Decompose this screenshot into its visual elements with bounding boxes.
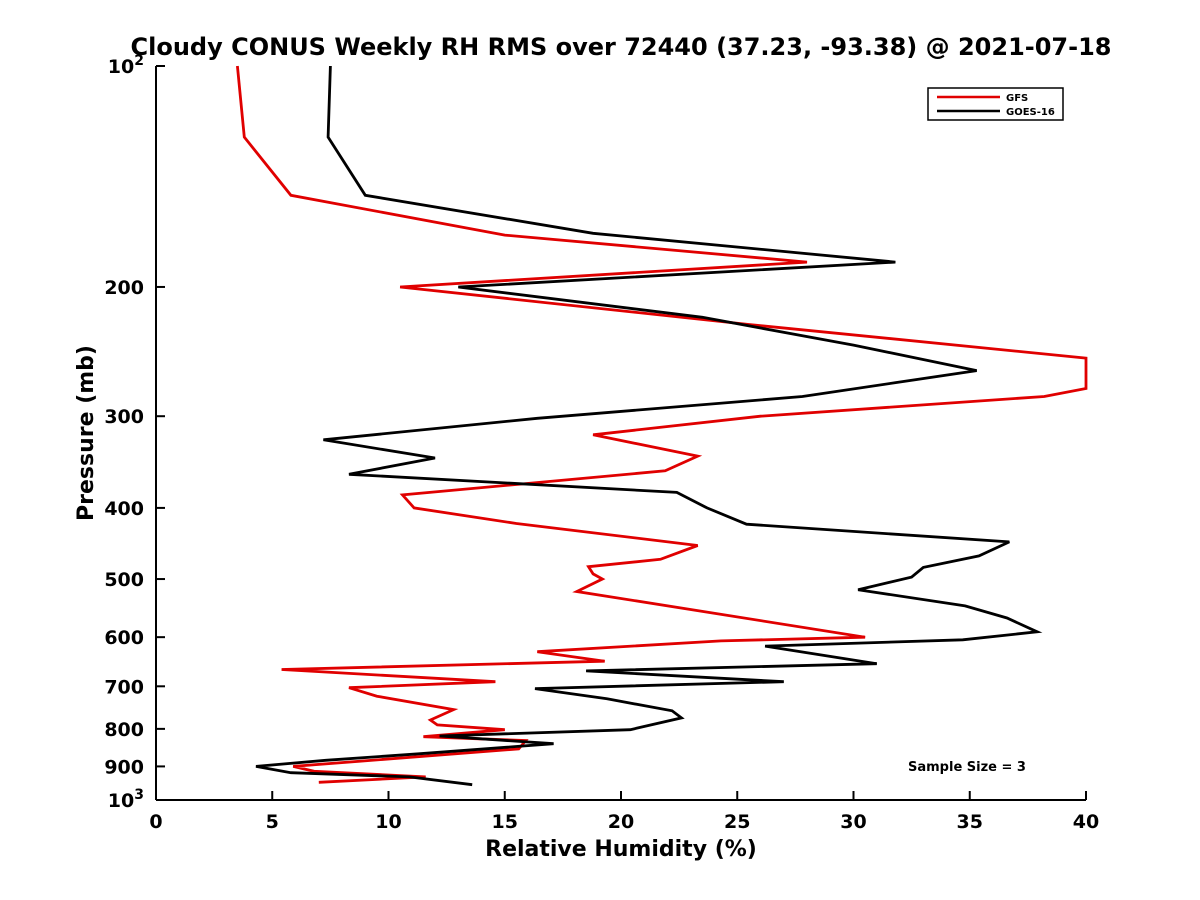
x-axis-ticks: 0 5 10 15 20 25 30 35 40: [149, 791, 1099, 833]
x-tick-label: 5: [266, 811, 279, 833]
y-tick-label: 600: [104, 627, 144, 649]
y-axis-ticks: 102 200 300 400 500 600 700 800 900 103: [104, 53, 165, 812]
x-tick-label: 15: [492, 811, 518, 833]
y-axis-label: Pressure (mb): [74, 345, 99, 521]
y-tick-label: 200: [104, 277, 144, 299]
y-tick-label: 300: [104, 406, 144, 428]
legend-label-goes16: GOES-16: [1006, 107, 1055, 118]
x-tick-label: 20: [608, 811, 634, 833]
y-tick-label: 400: [104, 498, 144, 520]
x-tick-label: 0: [149, 811, 162, 833]
legend: GFS GOES-16: [927, 87, 1064, 121]
series-line-goes16: [255, 65, 1043, 787]
y-tick-label: 800: [104, 719, 144, 741]
x-tick-label: 40: [1073, 811, 1099, 833]
sample-size-annotation: Sample Size = 3: [908, 760, 1026, 775]
x-tick-label: 25: [724, 811, 750, 833]
y-tick-label: 900: [104, 756, 144, 778]
y-tick-label: 103: [108, 787, 144, 812]
y-tick-label: 500: [104, 569, 144, 591]
plot-area: 0 5 10 15 20 25 30 35 40 102 200 300 400 500 600 700 80…: [104, 53, 1099, 833]
chart-title: Cloudy CONUS Weekly RH RMS over 72440 (3…: [131, 33, 1112, 61]
x-tick-label: 30: [840, 811, 866, 833]
x-tick-label: 10: [375, 811, 401, 833]
series-line-gfs: [236, 65, 1088, 784]
legend-label-gfs: GFS: [1006, 93, 1028, 104]
legend-box: [927, 87, 1064, 121]
x-tick-label: 35: [957, 811, 983, 833]
y-tick-label: 102: [108, 53, 144, 78]
series-layer: [236, 65, 1088, 787]
y-tick-label: 700: [104, 676, 144, 698]
x-axis-label: Relative Humidity (%): [485, 837, 757, 862]
